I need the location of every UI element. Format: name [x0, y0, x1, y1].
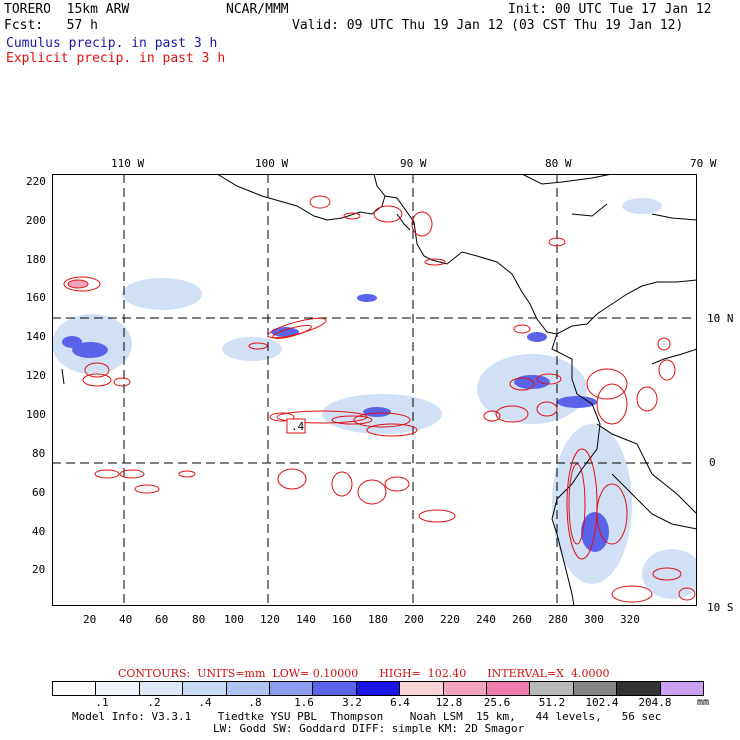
x-tick-260: 260: [512, 613, 532, 626]
colorbar-segment: [400, 682, 444, 695]
colorbar-label: .8: [248, 696, 262, 709]
colorbar-segment: [573, 682, 618, 695]
colorbar-units: mm: [697, 697, 710, 708]
y-tick-120: 120: [26, 369, 46, 382]
x-tick-40: 40: [119, 613, 133, 626]
colorbar-segment: [443, 682, 488, 695]
colorbar-segment: [226, 682, 271, 695]
lat-label-10s: 10 S: [707, 601, 734, 614]
colorbar-label: 102.4: [585, 696, 619, 709]
lon-label-100w: 100 W: [255, 157, 289, 170]
colorbar-segment: [356, 682, 401, 695]
x-tick-80: 80: [192, 613, 206, 626]
contours-label: CONTOURS:: [118, 667, 191, 680]
lon-label-70w: 70 W: [690, 157, 717, 170]
x-tick-140: 140: [296, 613, 316, 626]
colorbar-segment: [617, 682, 661, 695]
lat-label-0: 0: [709, 456, 716, 469]
precip-map-canvas: .4: [52, 174, 697, 606]
colorbar-label: 204.8: [638, 696, 672, 709]
contours-info: CONTOURS: UNITS=mm LOW= 0.10000 HIGH= 10…: [118, 667, 609, 680]
legend-explicit: Explicit precip. in past 3 h: [6, 51, 226, 66]
x-tick-240: 240: [476, 613, 496, 626]
contours-units: UNITS=mm: [197, 667, 266, 680]
y-tick-160: 160: [26, 291, 46, 304]
x-tick-200: 200: [404, 613, 424, 626]
org-label: NCAR/MMM: [226, 2, 289, 17]
colorbar-segment: [487, 682, 531, 695]
colorbar-segment: [660, 682, 704, 695]
lat-label-10n: 10 N: [707, 312, 734, 325]
y-tick-60: 60: [32, 486, 46, 499]
y-tick-180: 180: [26, 253, 46, 266]
colorbar-label: 25.6: [483, 696, 511, 709]
y-tick-40: 40: [32, 525, 46, 538]
map-border: [52, 174, 697, 606]
colorbar-label: .4: [198, 696, 212, 709]
x-tick-100: 100: [224, 613, 244, 626]
colorbar-label: 12.8: [435, 696, 463, 709]
precip-map: .4: [52, 174, 697, 606]
colorbar-segment: [53, 682, 97, 695]
x-tick-180: 180: [368, 613, 388, 626]
lon-label-110w: 110 W: [111, 157, 145, 170]
forecast-hour: Fcst: 57 h: [4, 18, 98, 33]
precip-colorbar: [52, 681, 704, 696]
lon-label-90w: 90 W: [400, 157, 427, 170]
contours-low: LOW= 0.10000: [272, 667, 359, 680]
explicit-contours: [63, 195, 696, 603]
contour-label-box: [286, 418, 306, 434]
valid-time: Valid: 09 UTC Thu 19 Jan 12 (03 CST Thu …: [292, 18, 684, 33]
model-info-line1: Model Info: V3.3.1 Tiedtke YSU PBL Thomp…: [72, 710, 662, 723]
model-title: TORERO 15km ARW: [4, 2, 130, 17]
colorbar-segment: [530, 682, 574, 695]
x-tick-60: 60: [155, 613, 169, 626]
y-tick-80: 80: [32, 447, 46, 460]
colorbar-segment: [270, 682, 314, 695]
colorbar-segment: [139, 682, 184, 695]
y-tick-140: 140: [26, 330, 46, 343]
y-tick-200: 200: [26, 214, 46, 227]
colorbar-segment: [96, 682, 140, 695]
contours-interval: INTERVAL=X 4.0000: [487, 667, 610, 680]
model-info-line2: LW: Godd SW: Goddard DIFF: simple KM: 2D…: [213, 722, 525, 735]
lon-label-80w: 80 W: [545, 157, 572, 170]
x-tick-320: 320: [620, 613, 640, 626]
colorbar-label: 6.4: [390, 696, 410, 709]
colorbar-segment: [313, 682, 357, 695]
y-tick-20: 20: [32, 563, 46, 576]
init-time: Init: 00 UTC Tue 17 Jan 12: [508, 2, 712, 17]
contours-high: HIGH= 102.40: [379, 667, 467, 680]
x-tick-20: 20: [83, 613, 97, 626]
colorbar-label: 3.2: [342, 696, 362, 709]
colorbar-label: .1: [95, 696, 109, 709]
colorbar-label: .2: [147, 696, 161, 709]
x-tick-220: 220: [440, 613, 460, 626]
x-tick-280: 280: [548, 613, 568, 626]
x-tick-160: 160: [332, 613, 352, 626]
y-tick-220: 220: [26, 175, 46, 188]
coastlines: [61, 174, 697, 606]
colorbar-label: 51.2: [538, 696, 566, 709]
colorbar-label: 1.6: [294, 696, 314, 709]
x-tick-300: 300: [584, 613, 604, 626]
x-tick-120: 120: [260, 613, 280, 626]
legend-cumulus: Cumulus precip. in past 3 h: [6, 36, 218, 51]
colorbar-segment: [183, 682, 227, 695]
contour-label-value: .4: [291, 420, 305, 433]
y-tick-100: 100: [26, 408, 46, 421]
